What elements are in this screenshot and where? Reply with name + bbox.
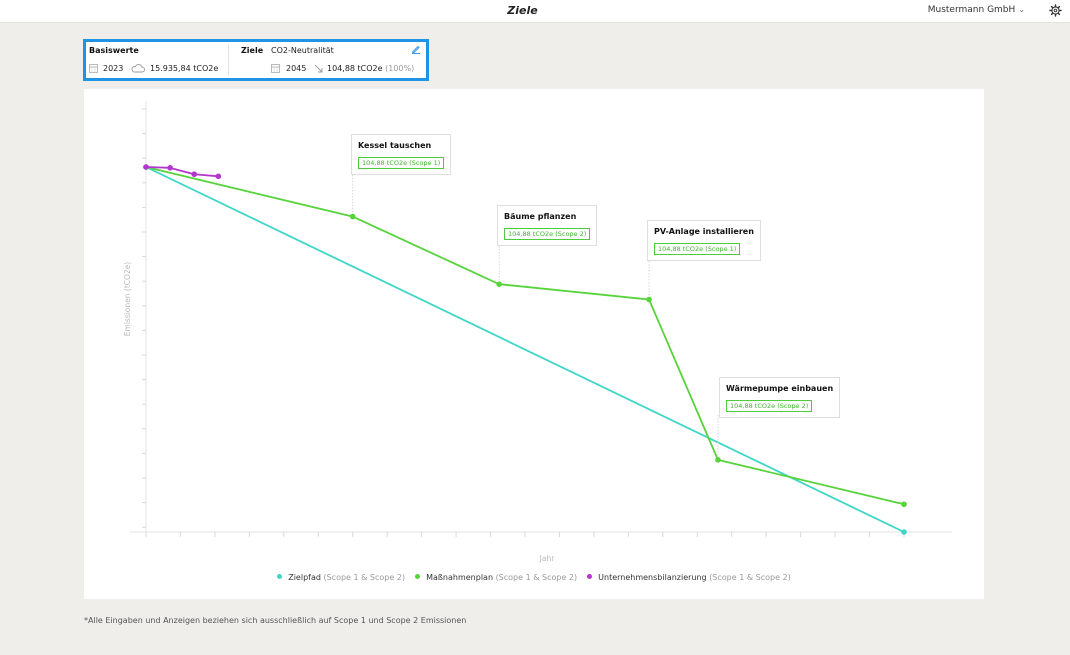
calendar-icon xyxy=(89,64,98,73)
trend-down-icon xyxy=(314,64,323,73)
cloud-icon xyxy=(131,64,145,73)
annotation-box[interactable]: PV-Anlage installieren 104,88 tCO2e (Scop… xyxy=(647,220,761,261)
baseline-value: 15.935,84 tCO2e xyxy=(150,64,219,73)
gear-icon[interactable] xyxy=(1049,4,1062,17)
data-point xyxy=(349,213,356,220)
goals-label: Ziele xyxy=(241,46,264,55)
legend-item[interactable]: Unternehmensbilanzierung (Scope 1 & Scop… xyxy=(587,573,791,582)
data-point xyxy=(143,164,149,170)
series-line-0 xyxy=(145,166,905,533)
calendar-icon xyxy=(271,64,280,73)
baseline-section xyxy=(89,45,229,75)
legend-marker xyxy=(587,574,593,579)
chevron-down-icon: ⌄ xyxy=(1018,5,1025,14)
data-point xyxy=(496,281,502,287)
annotation-title: Kessel tauschen xyxy=(358,141,432,150)
annotation-title: PV-Anlage installieren xyxy=(654,227,754,236)
top-bar: Ziele Mustermann GmbH ⌄ xyxy=(0,0,1070,23)
legend-series-name: Zielpfad xyxy=(288,573,324,582)
y-axis-label: Emissionen (tCO2e) xyxy=(123,262,132,337)
baseline-year: 2023 xyxy=(103,64,124,73)
annotation-title: Wärmepumpe einbauen xyxy=(726,384,834,393)
data-point xyxy=(646,296,652,303)
footnote: *Alle Eingaben und Anzeigen beziehen sic… xyxy=(84,616,467,625)
chart-card: Emissionen (tCO2e) Jahr Zielpfad (Scope 1… xyxy=(84,89,984,599)
data-point xyxy=(215,173,222,180)
legend-item[interactable]: Maßnahmenplan (Scope 1 & Scope 2) xyxy=(415,573,577,582)
goal-value: 104,88 tCO2e xyxy=(327,64,383,73)
goal-value-line: 104,88 tCO2e (100%) xyxy=(327,64,414,73)
edit-icon[interactable] xyxy=(411,44,421,54)
legend-marker xyxy=(277,574,283,579)
data-point xyxy=(901,501,907,508)
annotation-box[interactable]: Bäume pflanzen 104,88 tCO2e (Scope 2) xyxy=(497,205,598,246)
targets-panel[interactable]: Basiswerte 2023 15.935,84 tCO2e Ziele CO… xyxy=(83,39,429,81)
legend-series-scope: (Scope 1 & Scope 2) xyxy=(709,573,791,582)
legend-series-scope: (Scope 1 & Scope 2) xyxy=(323,573,406,582)
data-point xyxy=(167,165,173,171)
annotation-value-badge: 104,88 tCO2e (Scope 2) xyxy=(504,228,591,240)
legend-marker xyxy=(415,574,421,579)
legend-item[interactable]: Zielpfad (Scope 1 & Scope 2) xyxy=(277,573,405,582)
chart-legend: Zielpfad (Scope 1 & Scope 2) Maßnahmenpla… xyxy=(84,573,984,582)
legend-series-scope: (Scope 1 & Scope 2) xyxy=(495,573,578,582)
data-point xyxy=(901,529,907,535)
annotation-title: Bäume pflanzen xyxy=(504,212,577,221)
annotation-value-badge: 104,88 tCO2e (Scope 1) xyxy=(654,243,741,255)
series-line-2 xyxy=(145,166,219,178)
legend-series-name: Maßnahmenplan xyxy=(426,573,496,582)
goal-name: CO2-Neutralität xyxy=(271,46,334,55)
x-axis-label: Jahr xyxy=(539,554,556,563)
page-title: Ziele xyxy=(507,4,538,17)
company-name: Mustermann GmbH xyxy=(927,5,1016,15)
goal-percent: (100%) xyxy=(385,64,415,73)
emissions-chart: Emissionen (tCO2e) Jahr xyxy=(123,101,952,563)
legend-series-name: Unternehmensbilanzierung xyxy=(598,573,710,582)
goal-year: 2045 xyxy=(286,64,307,73)
annotation-box[interactable]: Kessel tauschen 104,88 tCO2e (Scope 1) xyxy=(351,134,452,175)
annotation-value-badge: 104,88 tCO2e (Scope 1) xyxy=(358,157,445,169)
data-point xyxy=(715,457,721,463)
annotation-box[interactable]: Wärmepumpe einbauen 104,88 tCO2e (Scope 2… xyxy=(719,377,841,418)
baseline-label: Basiswerte xyxy=(89,46,139,55)
series-line-1 xyxy=(145,166,905,506)
annotation-value-badge: 104,88 tCO2e (Scope 2) xyxy=(726,400,813,412)
data-point xyxy=(191,171,198,178)
company-selector[interactable]: Mustermann GmbH ⌄ xyxy=(928,5,1025,15)
